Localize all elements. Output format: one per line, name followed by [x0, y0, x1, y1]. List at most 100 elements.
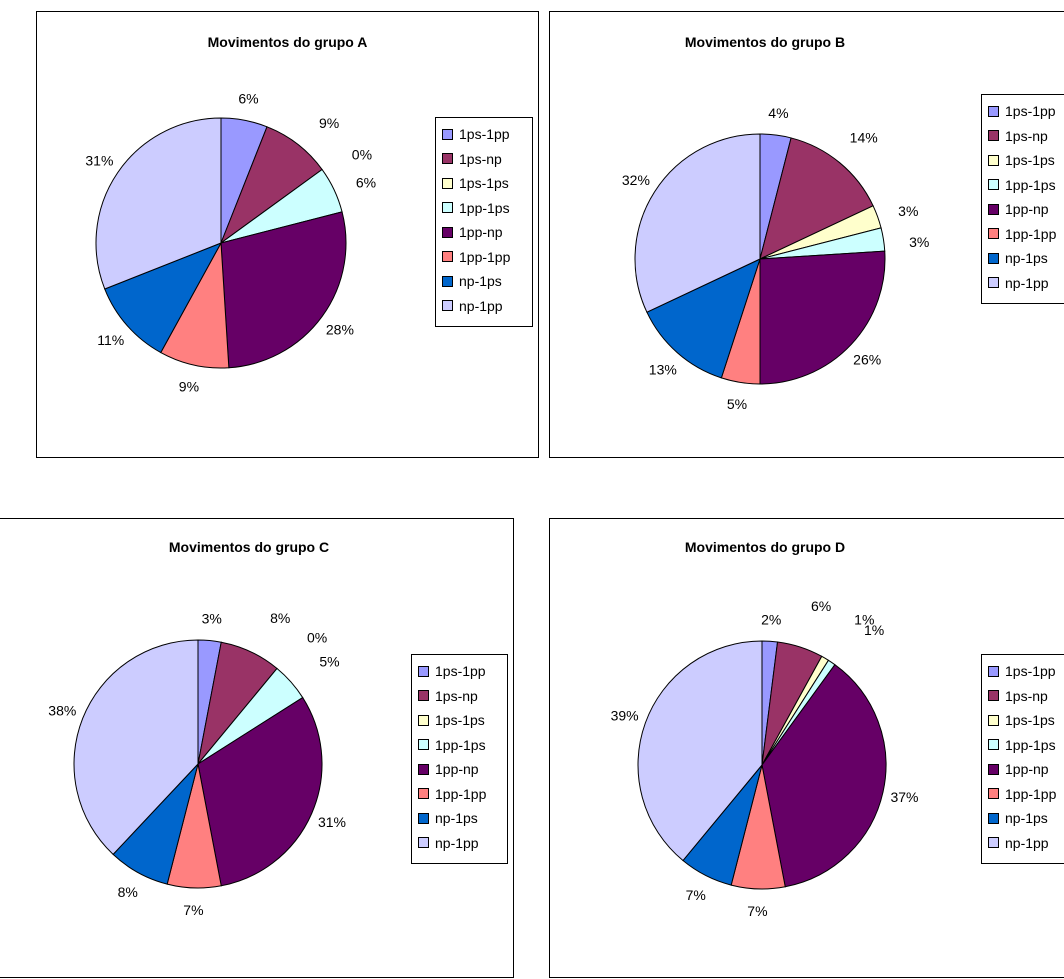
legend-swatch — [418, 690, 429, 701]
legend-label: 1ps-1pp — [1005, 103, 1056, 119]
legend: 1ps-1pp 1ps-np 1ps-1ps 1pp-1ps 1pp-np 1pp-1pp… — [435, 117, 533, 327]
chart-panel-a: Movimentos do grupo A 6% 9% 0% 6% 28% 9% 11% 31… — [36, 11, 539, 458]
legend-item: 1ps-1ps — [982, 708, 1064, 733]
legend-item: 1pp-1ps — [982, 733, 1064, 758]
legend-swatch — [988, 204, 999, 215]
legend-label: 1pp-1ps — [459, 200, 510, 216]
legend-swatch — [988, 690, 999, 701]
legend-label: 1ps-np — [459, 151, 502, 167]
legend-item: 1ps-1ps — [436, 171, 532, 196]
data-label: 9% — [179, 379, 199, 395]
data-label: 7% — [183, 902, 203, 918]
data-label: 26% — [853, 352, 881, 368]
legend-swatch — [988, 837, 999, 848]
legend-swatch — [418, 837, 429, 848]
data-label: 6% — [811, 598, 831, 614]
legend-swatch — [988, 715, 999, 726]
legend-label: 1ps-1ps — [1005, 712, 1055, 728]
legend-item: 1ps-1ps — [412, 708, 507, 733]
legend-swatch — [988, 106, 999, 117]
data-label: 7% — [686, 887, 706, 903]
legend-swatch — [988, 228, 999, 239]
legend-swatch — [442, 251, 453, 262]
legend-label: 1ps-1ps — [459, 175, 509, 191]
legend-item: np-1pp — [982, 271, 1064, 296]
legend-item: 1ps-1pp — [982, 99, 1064, 124]
legend-item: np-1ps — [436, 269, 532, 294]
legend-label: 1pp-1pp — [435, 786, 486, 802]
legend-label: np-1pp — [459, 298, 503, 314]
legend-label: 1ps-np — [1005, 688, 1048, 704]
legend-label: np-1ps — [435, 810, 478, 826]
legend-swatch — [418, 666, 429, 677]
legend-item: 1pp-1ps — [982, 173, 1064, 198]
legend-label: 1ps-1pp — [459, 126, 510, 142]
legend-label: 1pp-np — [459, 224, 503, 240]
data-label: 32% — [622, 172, 650, 188]
legend-item: np-1pp — [436, 294, 532, 319]
legend-swatch — [418, 764, 429, 775]
legend-item: 1ps-np — [982, 124, 1064, 149]
legend-label: np-1pp — [1005, 835, 1049, 851]
data-label: 4% — [768, 105, 788, 121]
data-label: 5% — [727, 396, 747, 412]
chart-panel-d: Movimentos do grupo D 2% 6% 1% 1% 37% 7% 7% 39%… — [549, 518, 1064, 978]
legend-item: 1pp-1ps — [436, 196, 532, 221]
data-label: 31% — [318, 814, 346, 830]
legend-label: 1pp-np — [1005, 201, 1049, 217]
legend-swatch — [988, 764, 999, 775]
legend-swatch — [988, 253, 999, 264]
legend-label: 1ps-1pp — [1005, 663, 1056, 679]
data-label: 2% — [761, 611, 781, 627]
legend-item: 1pp-1pp — [412, 782, 507, 807]
data-label: 37% — [890, 789, 918, 805]
chart-panel-c: Movimentos do grupo C 3% 8% 0% 5% 31% 7% 8% 38%… — [0, 518, 514, 978]
data-label: 0% — [307, 630, 327, 646]
data-label: 28% — [326, 321, 354, 337]
legend-label: 1pp-1ps — [435, 737, 486, 753]
data-label: 39% — [611, 708, 639, 724]
legend-item: 1pp-1ps — [412, 733, 507, 758]
legend: 1ps-1pp 1ps-np 1ps-1ps 1pp-1ps 1pp-np 1pp-1pp… — [411, 654, 508, 864]
legend-label: np-1ps — [459, 273, 502, 289]
legend-label: 1ps-np — [435, 688, 478, 704]
legend-item: np-1ps — [982, 246, 1064, 271]
legend-item: 1ps-1ps — [982, 148, 1064, 173]
legend-item: np-1ps — [412, 806, 507, 831]
legend-swatch — [988, 666, 999, 677]
legend-item: 1ps-np — [982, 684, 1064, 709]
legend-swatch — [442, 129, 453, 140]
legend-swatch — [442, 202, 453, 213]
legend-label: 1ps-1ps — [435, 712, 485, 728]
data-label: 1% — [864, 622, 884, 638]
legend: 1ps-1pp 1ps-np 1ps-1ps 1pp-1ps 1pp-np 1pp-1pp… — [981, 94, 1064, 304]
data-label: 6% — [356, 174, 376, 190]
legend-item: 1ps-np — [412, 684, 507, 709]
legend-swatch — [442, 178, 453, 189]
legend-item: 1pp-np — [982, 757, 1064, 782]
legend-item: np-1pp — [412, 831, 507, 856]
data-label: 6% — [238, 91, 258, 107]
legend-swatch — [418, 715, 429, 726]
chart-panel-b: Movimentos do grupo B 4% 14% 3% 3% 26% 5% 13% 3… — [549, 11, 1064, 458]
legend-item: 1pp-1pp — [982, 222, 1064, 247]
legend-swatch — [418, 813, 429, 824]
data-label: 14% — [850, 130, 878, 146]
legend-swatch — [988, 179, 999, 190]
legend-item: np-1pp — [982, 831, 1064, 856]
legend-label: np-1pp — [435, 835, 479, 851]
legend-item: 1pp-1pp — [436, 245, 532, 270]
legend-swatch — [988, 277, 999, 288]
legend-swatch — [988, 130, 999, 141]
legend-swatch — [988, 788, 999, 799]
data-label: 8% — [270, 610, 290, 626]
legend-item: np-1ps — [982, 806, 1064, 831]
data-label: 3% — [909, 234, 929, 250]
data-label: 11% — [97, 332, 124, 348]
legend-swatch — [988, 813, 999, 824]
data-label: 38% — [48, 702, 76, 718]
legend-swatch — [418, 739, 429, 750]
legend-item: 1pp-np — [436, 220, 532, 245]
legend-label: np-1pp — [1005, 275, 1049, 291]
data-label: 3% — [898, 203, 918, 219]
